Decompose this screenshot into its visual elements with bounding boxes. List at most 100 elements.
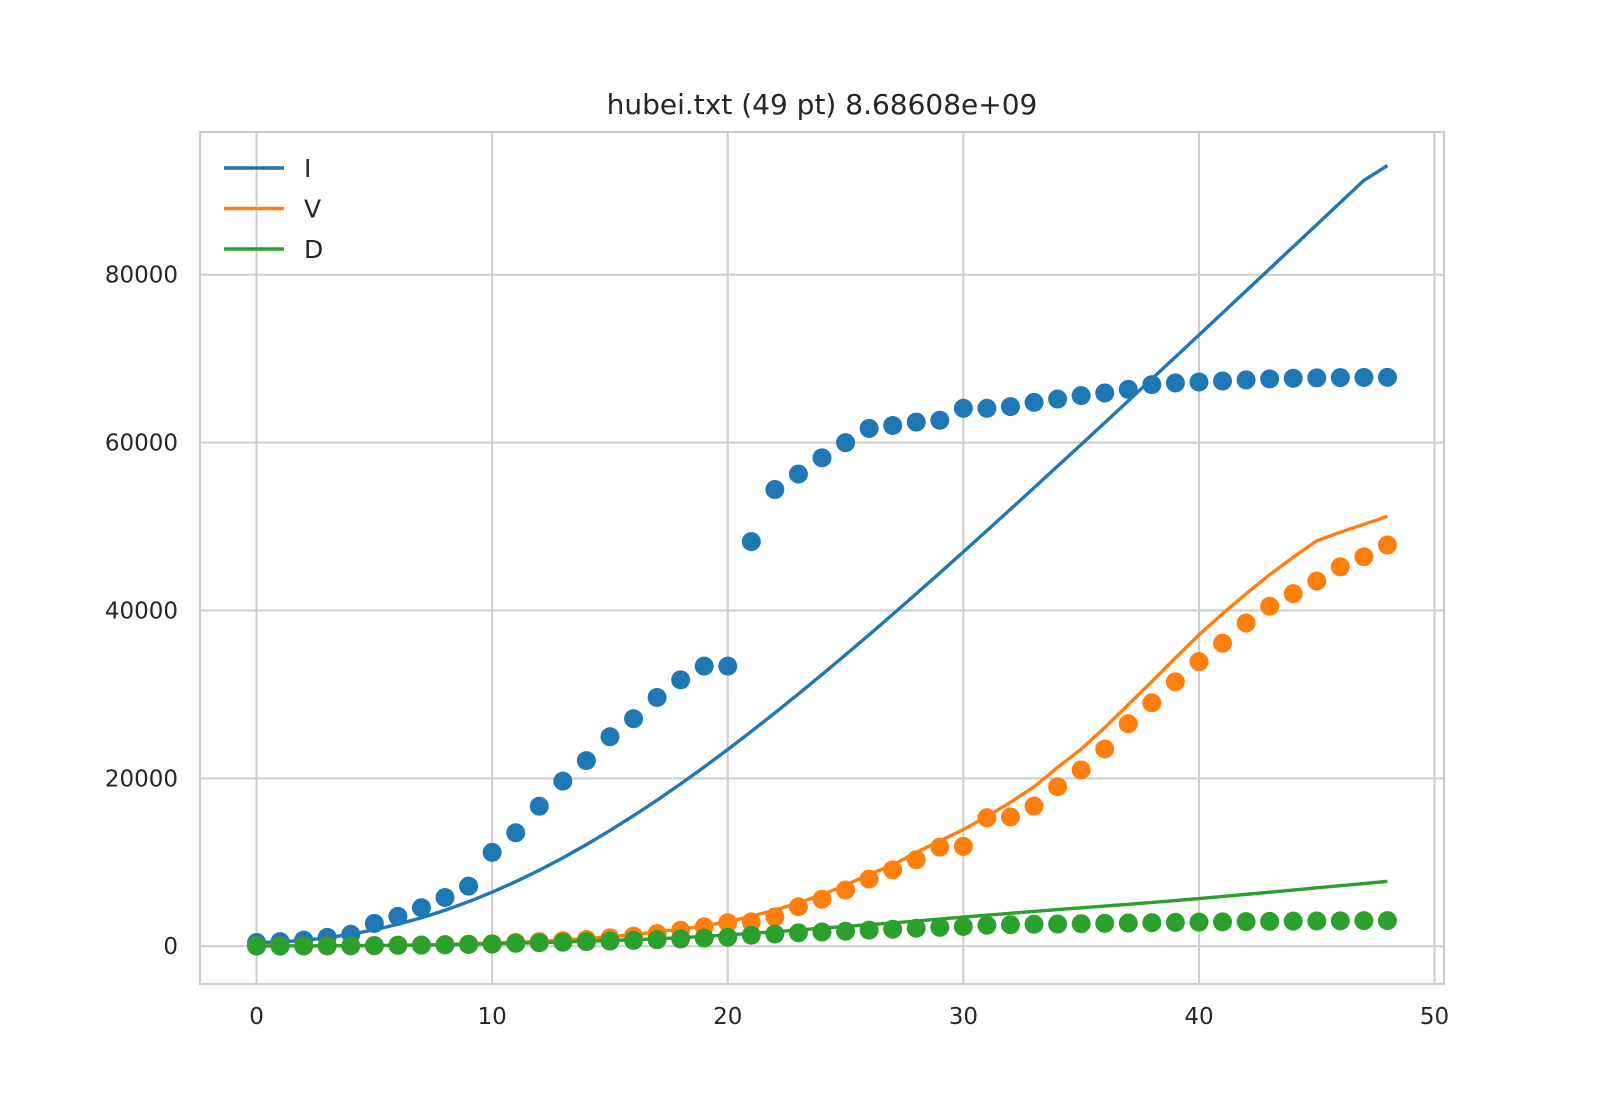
point-D-36 [1095,913,1115,933]
point-D-29 [930,917,950,937]
x-tick-labels: 0 10 20 30 40 50 [249,1004,1449,1030]
point-D-46 [1330,911,1350,931]
point-V-31 [977,808,997,828]
point-V-41 [1213,633,1233,653]
point-V-24 [812,889,832,909]
point-I-34 [1048,389,1068,409]
point-D-15 [600,931,620,951]
point-V-35 [1071,760,1091,780]
point-D-7 [411,935,431,955]
point-V-38 [1142,693,1162,713]
point-I-15 [600,727,620,747]
point-I-36 [1095,383,1115,403]
point-I-33 [1024,392,1044,412]
point-I-44 [1283,368,1303,388]
point-D-0 [247,936,267,956]
point-I-39 [1165,373,1185,393]
point-D-38 [1142,913,1162,933]
point-D-3 [317,936,337,956]
point-D-31 [977,915,997,935]
point-D-40 [1189,912,1209,932]
point-D-17 [647,930,667,950]
x-tick-label-3: 30 [949,1004,978,1030]
point-I-37 [1118,379,1138,399]
point-D-47 [1354,911,1374,931]
point-V-21 [741,912,761,932]
y-tick-label-0: 0 [163,934,178,960]
point-I-29 [930,410,950,430]
point-I-6 [388,906,408,926]
point-I-40 [1189,372,1209,392]
x-tick-label-1: 10 [478,1004,507,1030]
point-D-39 [1165,912,1185,932]
point-I-43 [1260,369,1280,389]
point-D-45 [1307,911,1327,931]
point-D-41 [1213,912,1233,932]
point-D-33 [1024,914,1044,934]
point-I-27 [883,416,903,436]
point-D-4 [341,936,361,956]
point-V-48 [1377,535,1397,555]
point-I-12 [529,796,549,816]
point-I-21 [741,532,761,552]
point-V-23 [788,897,808,917]
point-I-30 [953,398,973,418]
point-V-44 [1283,584,1303,604]
point-D-6 [388,935,408,955]
point-I-7 [411,898,431,918]
point-V-28 [906,850,926,870]
point-D-26 [859,920,879,940]
legend-label-D: D [304,235,323,264]
point-V-27 [883,860,903,880]
point-D-23 [788,923,808,943]
point-D-8 [435,935,455,955]
point-V-29 [930,837,950,857]
point-I-35 [1071,386,1091,406]
point-I-14 [576,751,596,771]
point-I-42 [1236,370,1256,390]
point-D-2 [294,936,314,956]
point-I-31 [977,398,997,418]
point-I-38 [1142,375,1162,395]
point-V-33 [1024,796,1044,816]
point-I-48 [1377,367,1397,387]
point-I-26 [859,418,879,438]
point-I-8 [435,887,455,907]
point-D-35 [1071,914,1091,934]
point-I-45 [1307,368,1327,388]
point-D-43 [1260,911,1280,931]
point-D-9 [459,935,479,955]
point-V-36 [1095,739,1115,759]
point-D-10 [482,934,502,954]
chart-title: hubei.txt (49 pt) 8.68608e+09 [607,88,1038,121]
point-V-25 [836,880,856,900]
point-D-22 [765,924,785,944]
point-D-24 [812,922,832,942]
y-tick-label-1: 20000 [105,766,178,792]
point-I-23 [788,464,808,484]
plot-frame [198,130,1446,986]
point-V-40 [1189,652,1209,672]
point-D-14 [576,932,596,952]
point-D-11 [506,933,526,953]
point-I-47 [1354,367,1374,387]
observed-points [247,367,1397,956]
point-D-21 [741,925,761,945]
point-I-10 [482,842,502,862]
point-I-20 [718,656,738,676]
point-D-44 [1283,911,1303,931]
point-I-32 [1000,397,1020,417]
point-D-1 [270,936,290,956]
legend-label-I: I [304,154,311,183]
point-I-24 [812,448,832,468]
point-D-25 [836,921,856,941]
point-D-12 [529,933,549,953]
point-V-26 [859,869,879,889]
point-V-45 [1307,571,1327,591]
point-D-30 [953,917,973,937]
point-D-16 [624,930,644,950]
point-I-46 [1330,368,1350,388]
point-V-32 [1000,807,1020,827]
y-tick-label-2: 40000 [105,598,178,624]
